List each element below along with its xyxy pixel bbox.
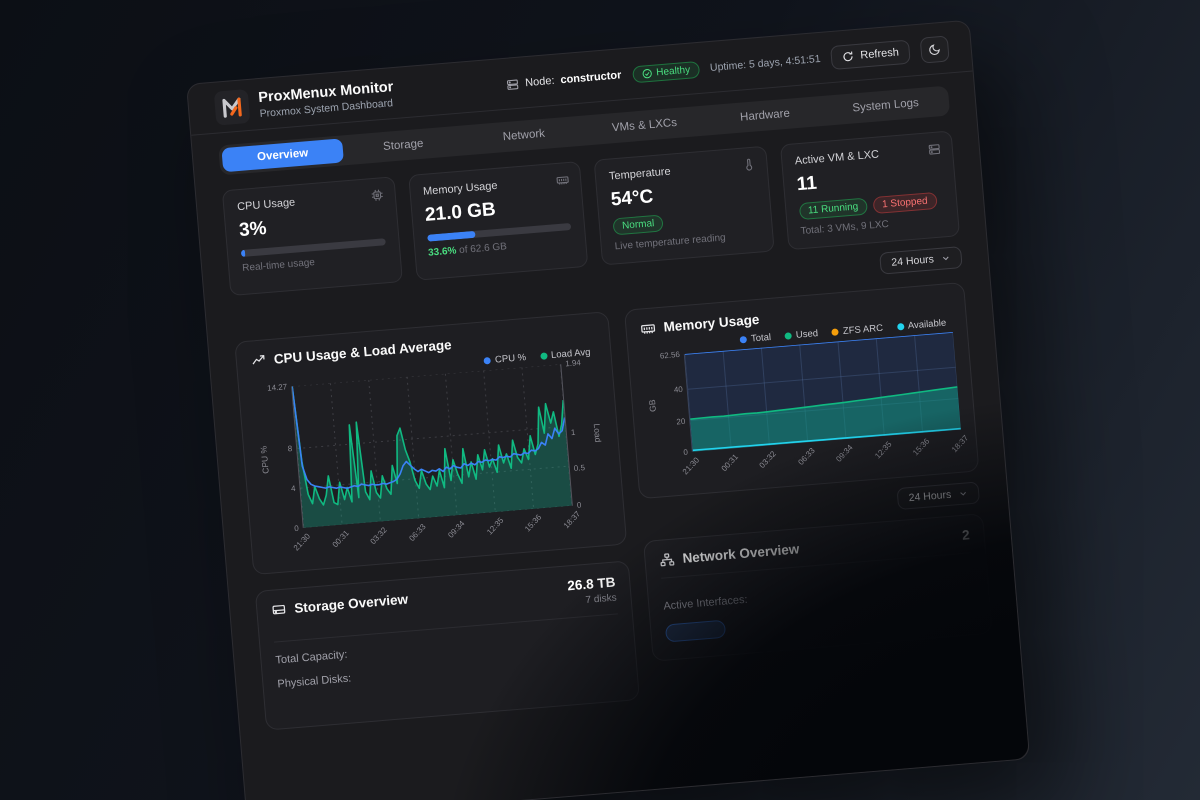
- chevron-down-icon: [942, 256, 949, 261]
- hard-drive-icon: [272, 604, 286, 615]
- memory-icon: [641, 324, 656, 334]
- storage-overview-panel: Storage Overview 26.8 TB 7 disks Total C…: [254, 560, 641, 731]
- network-overview-panel: Network Overview 2 Active Interfaces:: [643, 513, 993, 662]
- storage-summary: 26.8 TB 7 disks: [567, 575, 617, 608]
- legend-dot-cpu: [483, 356, 492, 365]
- legend-dot-zfs-arc: [831, 328, 840, 336]
- cpu-load-plot: [292, 364, 572, 528]
- refresh-icon: [843, 51, 853, 62]
- storage-title: Storage Overview: [293, 591, 409, 616]
- tab-system-logs[interactable]: System Logs: [852, 97, 920, 115]
- cpu-icon: [370, 188, 384, 202]
- legend-dot-available: [896, 323, 905, 331]
- active-interfaces-label: Active Interfaces:: [662, 593, 749, 613]
- network-icon: [660, 553, 675, 567]
- topbar-utils: Node: constructor Healthy Uptime: 5 days…: [505, 35, 950, 97]
- storage-capacity-value: 26.8 TB: [566, 574, 616, 594]
- legend-dot-used: [784, 332, 793, 340]
- memory-chart-panel: Memory Usage Total Used ZFS ARC Availabl…: [624, 281, 980, 500]
- theme-toggle-button[interactable]: [919, 35, 950, 64]
- moon-icon: [929, 44, 940, 56]
- proxmenux-logo: [213, 88, 251, 126]
- legend-dot-total: [739, 335, 748, 344]
- cpu-usage-card: CPU Usage 3% Real-time usage: [221, 176, 403, 297]
- temperature-value: 54°C: [610, 186, 655, 211]
- tab-storage[interactable]: Storage: [382, 137, 424, 154]
- memory-usage-card: Memory Usage 21.0 GB 33.6% of 62.6 GB: [407, 161, 589, 281]
- network-count: 2: [961, 527, 971, 543]
- stopped-badge: 1 Stopped: [872, 191, 938, 215]
- refresh-button[interactable]: Refresh: [830, 39, 911, 70]
- chevron-down-icon: [960, 491, 966, 496]
- running-badge: 11 Running: [798, 197, 868, 221]
- trending-up-icon: [252, 355, 265, 365]
- cpu-load-chart-panel: CPU Usage & Load Average CPU % Load Avg …: [234, 311, 628, 576]
- server-stack-icon: [927, 142, 941, 156]
- tab-vms-lxcs[interactable]: VMs & LXCs: [611, 116, 678, 135]
- proxmenux-m-icon: [222, 97, 242, 118]
- temperature-status-badge: Normal: [612, 214, 664, 236]
- health-badge: Healthy: [631, 60, 700, 83]
- memory-chart: GB 62.56 40 20 0 21:30 00:31 03:32 06:33 09:34 1…: [643, 331, 970, 485]
- cpu-load-chart: CPU % 14.27 8 4 0 1.94 1 0.5 0 Load 21:30 00:31…: [253, 358, 611, 561]
- storage-disks-value: 7 disks: [585, 592, 618, 606]
- temperature-card: Temperature 54°C Normal Live temperature…: [593, 145, 775, 266]
- tab-network[interactable]: Network: [502, 127, 546, 144]
- thermometer-icon: [741, 158, 755, 172]
- brand: ProxMenux Monitor Proxmox System Dashboa…: [213, 77, 396, 126]
- node-value: constructor: [559, 69, 622, 87]
- interface-chip[interactable]: [664, 619, 727, 643]
- legend-dot-load: [539, 352, 548, 360]
- time-range-select-secondary[interactable]: 24 Hours: [896, 481, 981, 511]
- memory-value: 21.0 GB: [424, 199, 497, 226]
- node-indicator: Node: constructor: [506, 69, 622, 91]
- node-label: Node:: [524, 74, 555, 90]
- cpu-value: 3%: [238, 217, 268, 242]
- uptime-text: Uptime: 5 days, 4:51:51: [709, 52, 822, 74]
- check-circle-icon: [642, 68, 652, 78]
- memory-icon: [556, 173, 570, 187]
- tab-hardware[interactable]: Hardware: [739, 107, 791, 124]
- server-icon: [507, 79, 519, 90]
- active-vm-lxc-card: Active VM & LXC 11 11 Running 1 Stopped …: [779, 130, 961, 251]
- network-title: Network Overview: [681, 541, 800, 566]
- time-range-select[interactable]: 24 Hours: [879, 246, 963, 275]
- vm-count-value: 11: [795, 172, 818, 196]
- tab-overview[interactable]: Overview: [221, 138, 344, 173]
- memory-chart-title: Memory Usage: [662, 311, 760, 335]
- dashboard-page: ProxMenux Monitor Proxmox System Dashboa…: [186, 19, 1031, 800]
